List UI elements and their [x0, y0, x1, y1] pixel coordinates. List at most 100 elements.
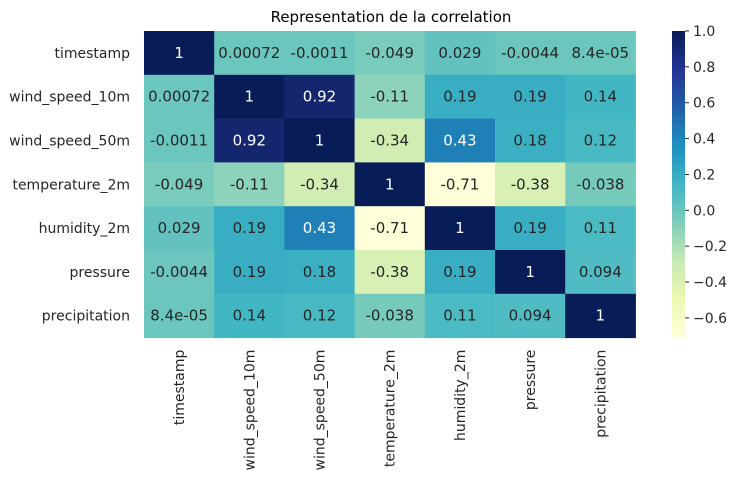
- colorbar: 1.0 0.8 0.6 0.4 0.2 0.0 −0.2 −0.4 −0.6: [672, 24, 727, 338]
- cell-annotation: 0.12: [584, 132, 617, 150]
- colorbar-tick-label: −0.4: [693, 275, 727, 291]
- heatmap-cell: [565, 31, 636, 76]
- heatmap-cell: [214, 31, 285, 76]
- heatmap-cell: [565, 118, 636, 163]
- cell-annotation: 1: [525, 263, 535, 281]
- column-tick-label: wind_speed_10m: [242, 350, 258, 471]
- cell-annotation: -0.71: [440, 175, 479, 193]
- heatmap-cell: [214, 74, 285, 120]
- cell-annotation: -0.71: [370, 219, 409, 237]
- colorbar-tick-label: 0.6: [693, 96, 715, 112]
- colorbar-tick-label: 0.2: [693, 167, 715, 183]
- heatmap-cell: [144, 250, 215, 295]
- cell-annotation: 0.19: [233, 263, 266, 281]
- colorbar-tick-label: −0.6: [693, 311, 727, 327]
- cell-annotation: 0.19: [443, 88, 476, 106]
- heatmap-cell: [144, 74, 215, 120]
- heatmap-cell: [565, 206, 636, 251]
- heatmap-cell: [424, 31, 496, 76]
- row-tick-label: wind_speed_10m: [9, 90, 130, 106]
- cell-annotation: 0.19: [513, 88, 546, 106]
- heatmap-cell: [354, 206, 426, 251]
- heatmap-cell: [214, 162, 285, 207]
- heatmap-cell: [354, 31, 426, 76]
- cell-annotation: 0.029: [438, 44, 481, 62]
- cell-annotation: 8.4e-05: [572, 44, 630, 62]
- row-tick-label: precipitation: [42, 309, 130, 325]
- cell-annotation: 1: [315, 132, 325, 150]
- colorbar-gradient: [672, 31, 685, 338]
- cell-annotation: 0.19: [443, 263, 476, 281]
- cell-annotation: 0.19: [233, 219, 266, 237]
- cell-annotation: 0.19: [513, 219, 546, 237]
- cell-annotation: -0.0044: [501, 44, 559, 62]
- cell-annotation: 1: [385, 175, 395, 193]
- heatmap-cell: [354, 293, 426, 339]
- cell-annotation: -0.34: [370, 132, 409, 150]
- cell-annotation: 1: [455, 219, 465, 237]
- cell-annotation: -0.11: [230, 175, 269, 193]
- cell-annotation: 1: [596, 307, 606, 325]
- cell-annotation: 1: [174, 44, 184, 62]
- heatmap-cell: [214, 293, 285, 339]
- cell-annotation: -0.34: [300, 175, 339, 193]
- heatmap-cell: [495, 250, 566, 295]
- row-tick-labels: timestamp wind_speed_10m wind_speed_50mtem…: [9, 46, 130, 325]
- cell-annotation: -0.38: [511, 175, 550, 193]
- cell-annotation: -0.0011: [291, 44, 349, 62]
- heatmap-cell: [354, 162, 426, 207]
- heatmap-cell: [424, 118, 496, 163]
- cell-annotation: -0.0011: [150, 132, 208, 150]
- cell-annotation: 0.11: [584, 219, 617, 237]
- cell-annotation: 0.029: [158, 219, 201, 237]
- heatmap-cell: [424, 74, 496, 120]
- column-tick-labels: timestamp wind_speed_10m wind_speed_50m tem…: [172, 350, 609, 471]
- heatmap-cell: [284, 293, 356, 339]
- heatmap-cell: [424, 250, 496, 295]
- cell-annotation: 0.00072: [148, 88, 210, 106]
- column-tick-label: pressure: [523, 350, 539, 410]
- cell-annotation: 0.11: [443, 307, 476, 325]
- row-tick-label: wind_speed_50m: [9, 134, 130, 150]
- cell-annotation: 0.094: [509, 307, 552, 325]
- heatmap-cell: [284, 162, 356, 207]
- cell-annotation: 0.14: [584, 88, 617, 106]
- cell-annotation: -0.38: [370, 263, 409, 281]
- heatmap-cells: 1 0.00072 -0.0011 -0.049 0.029 -0.0044 8.4e-05…: [144, 31, 636, 339]
- row-tick-label: pressure: [70, 265, 130, 281]
- heatmap-cell: [424, 162, 496, 207]
- colorbar-tick-label: 0.8: [693, 60, 715, 76]
- chart-title: Representation de la correlation: [271, 8, 512, 26]
- heatmap-cell: [284, 31, 356, 76]
- heatmap-cell: [144, 31, 215, 76]
- cell-annotation: 0.92: [303, 88, 336, 106]
- column-tick-label: precipitation: [593, 350, 609, 438]
- heatmap-cell: [354, 118, 426, 163]
- row-tick-label: temperature_2m: [12, 177, 130, 193]
- heatmap-cell: [495, 74, 566, 120]
- heatmap-cell: [284, 250, 356, 295]
- colorbar-tick-label: 0.0: [693, 203, 715, 219]
- cell-annotation: -0.038: [366, 307, 414, 325]
- cell-annotation: 0.18: [303, 263, 336, 281]
- heatmap-cell: [424, 206, 496, 251]
- heatmap-cell: [284, 74, 356, 120]
- column-tick-label: wind_speed_50m: [313, 350, 329, 471]
- cell-annotation: 0.43: [303, 219, 336, 237]
- column-tick-label: timestamp: [172, 350, 188, 426]
- heatmap-cell: [354, 250, 426, 295]
- heatmap-cell: [495, 31, 566, 76]
- colorbar-tick-label: −0.2: [693, 239, 727, 255]
- column-tick-label: humidity_2m: [453, 350, 469, 441]
- heatmap-cell: [354, 74, 426, 120]
- heatmap-cell: [144, 118, 215, 163]
- cell-annotation: 0.00072: [218, 44, 280, 62]
- heatmap-cell: [565, 162, 636, 207]
- row-tick-label: humidity_2m: [39, 221, 130, 237]
- heatmap-cell: [495, 293, 566, 339]
- cell-annotation: 0.18: [513, 132, 546, 150]
- cell-annotation: 0.14: [233, 307, 266, 325]
- heatmap-cell: [214, 118, 285, 163]
- heatmap-cell: [284, 118, 356, 163]
- column-tick-label: temperature_2m: [383, 350, 399, 468]
